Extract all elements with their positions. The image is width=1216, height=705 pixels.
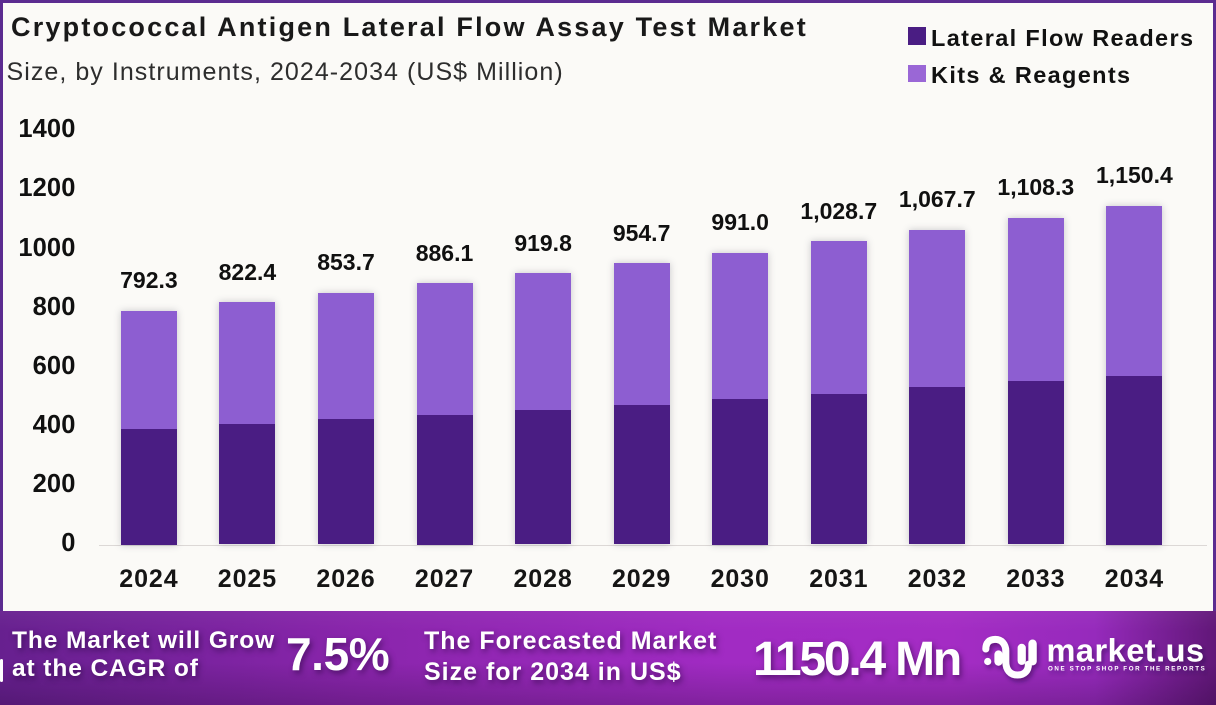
svg-text:ONE STOP SHOP FOR THE REPORTS: ONE STOP SHOP FOR THE REPORTS bbox=[1048, 665, 1206, 672]
svg-text:market.us: market.us bbox=[1047, 632, 1205, 668]
